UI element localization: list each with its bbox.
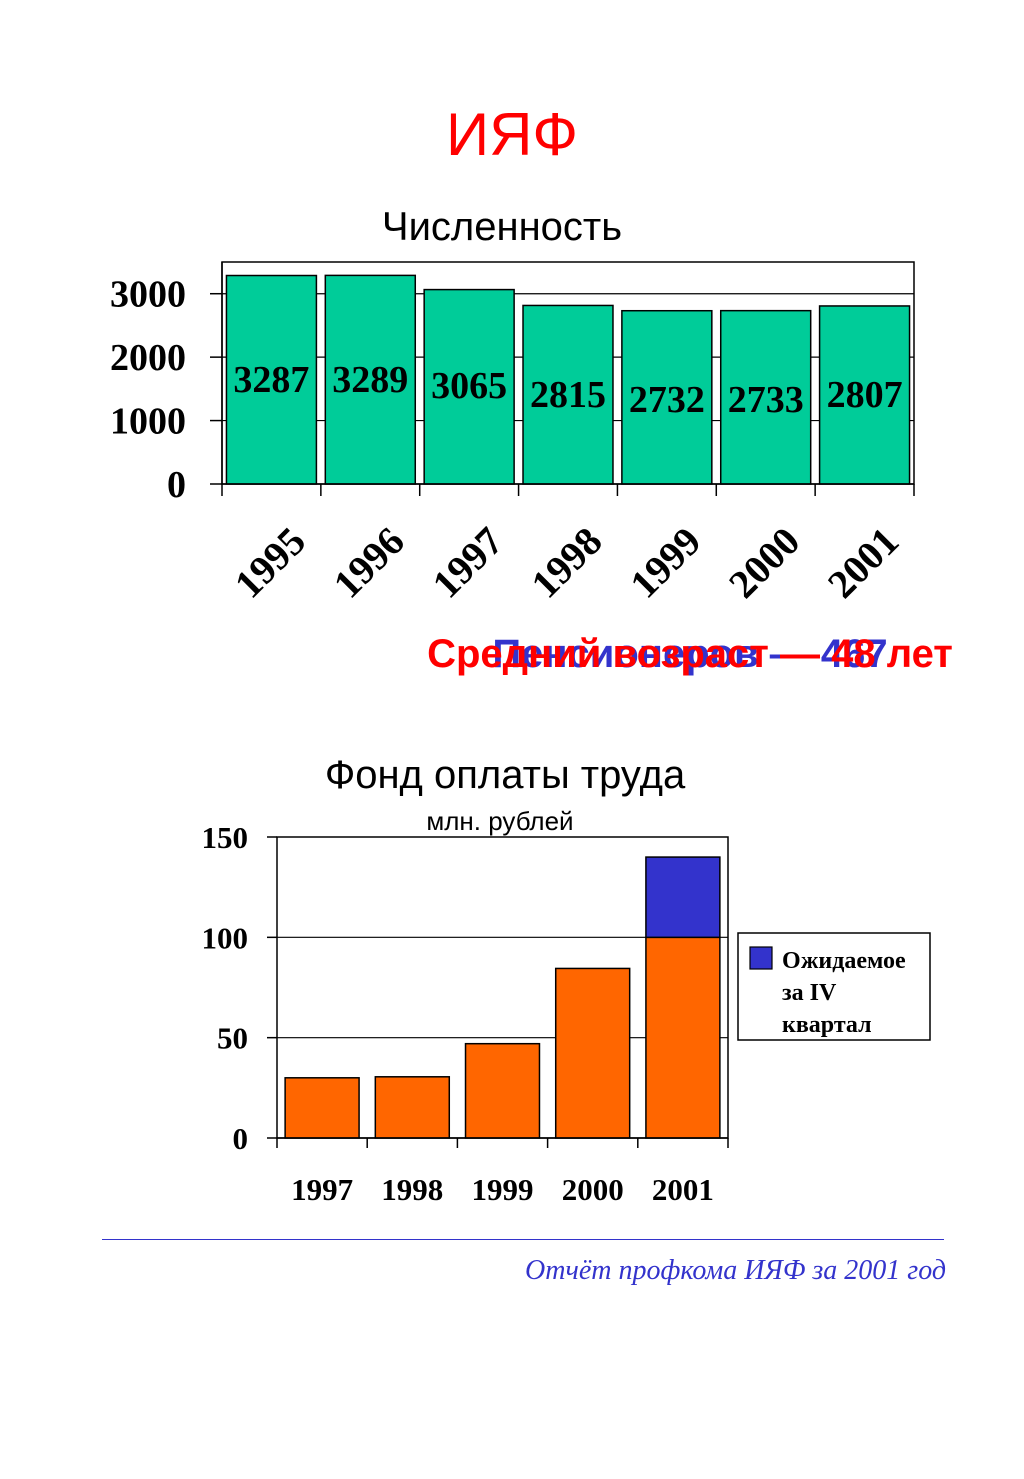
chart2-legend-label-line: Ожидаемое: [782, 948, 906, 974]
chart2-bar-actual: [645, 936, 721, 1139]
chart1-data-label: 3065: [431, 365, 507, 407]
chart2-x-category-label: 1998: [381, 1172, 443, 1207]
chart1-bar: [225, 274, 318, 485]
page-title: ИЯФ: [445, 101, 579, 168]
chart2-x-category-label: 2000: [562, 1172, 624, 1207]
chart2-y-tick-label: 0: [233, 1121, 249, 1156]
chart2-title: Фонд оплаты труда: [324, 753, 686, 797]
chart1-title: Численность: [381, 205, 623, 249]
chart1-bar: [719, 309, 812, 485]
chart1-x-category-label: 1997: [423, 518, 511, 606]
footer-report-title: Отчёт профкома ИЯФ за 2001 год: [525, 1255, 946, 1286]
chart2-legend-label-line: квартал: [782, 1012, 872, 1038]
average-age-text: Средний возраст — 48 лет: [427, 632, 953, 676]
chart1-bar: [522, 304, 614, 485]
chart1-data-label: 2733: [728, 379, 804, 421]
chart1-data-label: 3289: [332, 359, 408, 401]
headcount-chart: 3287 3289 3065 2815 2732 2733 2807 3000 2000 100…: [110, 261, 915, 607]
chart2-y-tick-label: 50: [217, 1021, 248, 1056]
chart1-y-tick-label: 1000: [110, 401, 186, 443]
chart2-x-category-label: 2001: [652, 1172, 714, 1207]
chart2-bar-actual: [464, 1042, 541, 1139]
chart1-bar: [621, 309, 713, 485]
chart2-bar-expected: [645, 856, 721, 939]
chart1-y-tick-label: 3000: [110, 274, 186, 316]
pensioners-count-text: Пенсионеров — 467: [492, 632, 888, 676]
chart1-x-category-label: 1999: [621, 518, 709, 606]
chart1-bar: [324, 274, 417, 485]
chart2-legend-label-line: за IV: [782, 980, 837, 1006]
chart2-legend-swatch: [749, 946, 773, 970]
chart1-bar: [423, 288, 515, 485]
chart1-y-tick-label: 2000: [110, 337, 186, 379]
chart2-bar-actual: [284, 1077, 360, 1139]
chart1-bar: [818, 305, 911, 485]
chart1-x-category-label: 1995: [226, 518, 314, 606]
chart1-data-label: 2732: [629, 379, 705, 421]
footer-divider: [102, 1239, 944, 1240]
chart1-y-tick-label: 0: [167, 464, 186, 506]
chart1-x-category-label: 1996: [325, 518, 413, 606]
chart2-y-tick-label: 100: [202, 920, 249, 955]
chart1-data-label: 2815: [530, 374, 606, 416]
chart2-subtitle: млн. рублей: [426, 806, 574, 836]
chart1-data-label: 2807: [827, 374, 903, 416]
chart2-x-category-label: 1997: [291, 1172, 353, 1207]
payroll-chart: 150 100 50 0 1997 1998 1999 2000 2001 Ожидаемое…: [202, 820, 931, 1207]
chart2-bar-actual: [374, 1076, 451, 1139]
chart1-x-category-label: 2000: [720, 518, 808, 606]
chart2-y-tick-label: 150: [202, 820, 249, 855]
chart2-x-category-label: 1999: [472, 1172, 534, 1207]
chart1-x-category-label: 1998: [522, 518, 610, 606]
chart2-bar-actual: [554, 967, 631, 1139]
chart1-data-label: 3287: [233, 359, 309, 401]
chart1-x-category-label: 2001: [819, 518, 907, 606]
